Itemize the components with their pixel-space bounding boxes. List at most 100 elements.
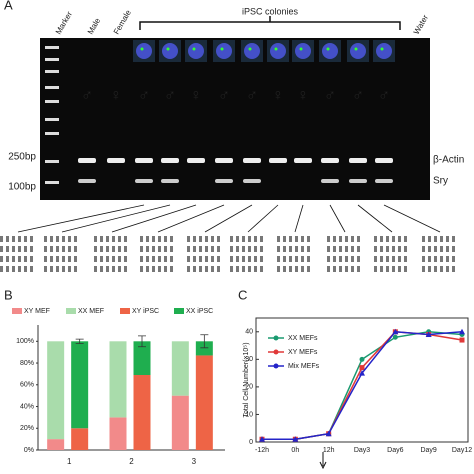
chromosome: [386, 246, 389, 252]
signal: [248, 47, 252, 51]
chromosome: [404, 256, 407, 262]
lane-label: Male: [86, 16, 103, 36]
chromosome: [248, 246, 251, 252]
chromosome: [158, 236, 161, 242]
chromosome: [428, 266, 431, 272]
chromosome: [283, 236, 286, 242]
chromosome: [68, 256, 71, 262]
point: [359, 365, 365, 371]
chromosome: [217, 266, 220, 272]
chromosome: [357, 236, 360, 242]
actin-band: [349, 158, 367, 163]
chromosome: [0, 246, 3, 252]
chromosome: [112, 256, 115, 262]
legend-marker: [273, 363, 279, 369]
chromosome: [398, 256, 401, 262]
chromosome: [307, 236, 310, 242]
chromosome: [452, 266, 455, 272]
chromosome: [158, 256, 161, 262]
x-tick-label: -12h: [255, 447, 269, 454]
chromosome: [254, 266, 257, 272]
chromosome: [0, 256, 3, 262]
chromosome: [242, 246, 245, 252]
chromosome: [164, 236, 167, 242]
chromosome: [440, 246, 443, 252]
chromosome: [6, 256, 9, 262]
chromosome: [199, 256, 202, 262]
bar-segment: [195, 355, 213, 450]
chromosome: [428, 236, 431, 242]
sex-symbol: ♀: [190, 87, 202, 104]
lane-label: Water: [412, 13, 430, 36]
ladder-band: [45, 181, 59, 184]
nucleus: [322, 43, 338, 59]
actin-band: [215, 158, 233, 163]
y-tick-label: 0%: [24, 447, 34, 454]
nucleus: [295, 43, 311, 59]
point: [325, 430, 332, 437]
chromosome: [205, 266, 208, 272]
chromosome: [295, 236, 298, 242]
chromosome: [193, 246, 196, 252]
y-tick-label: 80%: [20, 360, 34, 367]
chromosome: [434, 256, 437, 262]
chromosome: [333, 256, 336, 262]
chromosome: [74, 256, 77, 262]
error-bar: [200, 334, 209, 349]
chromosome: [164, 256, 167, 262]
bar-segment: [47, 439, 65, 450]
arrow: [247, 204, 279, 233]
nucleus: [162, 43, 178, 59]
chromosome: [211, 246, 214, 252]
chromosome: [124, 256, 127, 262]
sex-symbol: ♂: [164, 87, 176, 104]
chromosome: [217, 246, 220, 252]
chromosome: [289, 266, 292, 272]
chromosome: [374, 246, 377, 252]
chromosome: [236, 256, 239, 262]
chromosome: [0, 266, 3, 272]
chromosome: [12, 236, 15, 242]
sry-band: [321, 179, 339, 183]
chromosome: [12, 246, 15, 252]
chromosome: [193, 266, 196, 272]
band-label: Sry: [433, 176, 448, 187]
chromosome: [24, 266, 27, 272]
chromosome: [50, 236, 53, 242]
chromosome: [339, 236, 342, 242]
arrow: [329, 204, 346, 233]
marker-size: 100bp: [8, 182, 36, 193]
chromosome: [333, 246, 336, 252]
actin-band: [375, 158, 393, 163]
chromosome: [118, 256, 121, 262]
chromosome: [307, 256, 310, 262]
chromosome: [345, 256, 348, 262]
chromosome: [260, 246, 263, 252]
chromosome: [440, 256, 443, 262]
chromosome: [152, 246, 155, 252]
marker-size: 250bp: [8, 152, 36, 163]
sex-symbol: ♂: [81, 87, 93, 104]
point: [359, 356, 365, 362]
point: [392, 328, 399, 335]
chromosome: [345, 246, 348, 252]
signal: [192, 47, 196, 51]
ladder-band: [45, 46, 59, 49]
x-tick-label: Day9: [420, 447, 436, 454]
point: [392, 334, 398, 340]
chromosome: [199, 236, 202, 242]
chromosome: [452, 256, 455, 262]
ladder-band: [45, 118, 59, 121]
chromosome: [94, 256, 97, 262]
y-tick-label: 20: [245, 384, 253, 391]
chromosome: [307, 246, 310, 252]
chromosome: [68, 246, 71, 252]
legend-label: Mix MEFs: [288, 363, 320, 370]
chromosome: [62, 256, 65, 262]
chromosome: [164, 266, 167, 272]
chromosome: [277, 256, 280, 262]
chromosome: [289, 246, 292, 252]
nucleus: [188, 43, 204, 59]
sry-band: [375, 179, 393, 183]
sex-symbol: ♂: [218, 87, 230, 104]
